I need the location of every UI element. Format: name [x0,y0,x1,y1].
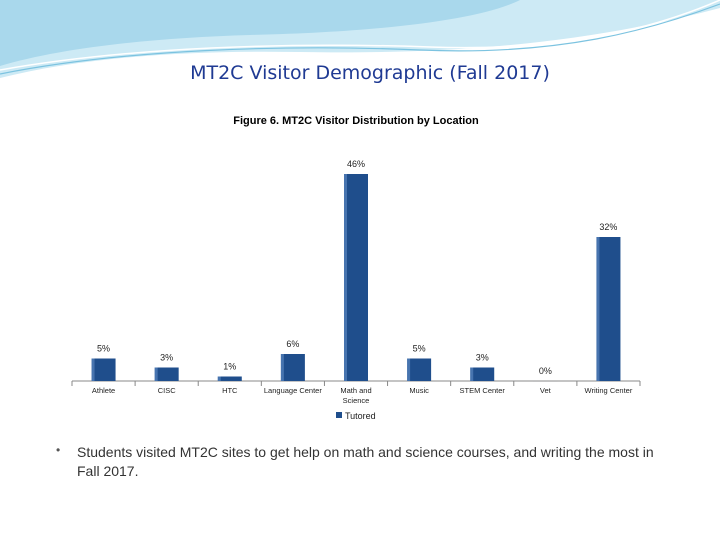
bar [596,237,621,381]
bar-highlight [280,354,284,381]
bar [217,376,242,381]
bar [91,358,116,381]
x-tick-label: CISC [158,386,177,395]
x-tick-label: Language Center [264,386,322,395]
bar-highlight [344,174,347,381]
data-label: 3% [160,353,173,363]
x-tick-label: Athlete [92,386,115,395]
bar-chart: 5% Athlete 3% CISC 1% HTC 6% Language Center 46%… [71,159,641,421]
bar [280,354,305,381]
data-label: 1% [223,362,236,372]
data-label: 0% [539,366,552,376]
x-tick-label: HTC [222,386,238,395]
slide-title: MT2C Visitor Demographic (Fall 2017) [190,62,550,84]
bar-highlight [217,376,221,381]
data-label: 3% [476,353,489,363]
data-label: 32% [599,222,617,232]
chart-title: Figure 6. MT2C Visitor Distribution by L… [233,115,479,127]
bullet-icon: • [56,443,61,457]
bar [470,367,495,381]
x-tick-label: STEM Center [460,386,506,395]
bar-highlight [91,358,95,381]
legend-swatch [336,412,342,418]
bar [407,358,432,381]
x-tick-label: Writing Center [585,386,633,395]
bar-highlight [154,367,158,381]
bar-highlight [407,358,411,381]
data-label: 5% [97,344,110,354]
data-label: 5% [413,344,426,354]
x-tick-label: Math and Science [340,386,371,405]
bullet-text: Students visited MT2C sites to get help … [77,444,654,479]
bar-highlight [470,367,474,381]
x-tick-label: Vet [540,386,552,395]
bar [344,174,368,381]
data-label: 6% [286,339,299,349]
legend-label: Tutored [345,411,376,421]
x-tick-label: Music [409,386,429,395]
header-swoosh-decoration [0,0,720,78]
bar-highlight [596,237,600,381]
bar [154,367,179,381]
data-label: 46% [347,159,365,169]
